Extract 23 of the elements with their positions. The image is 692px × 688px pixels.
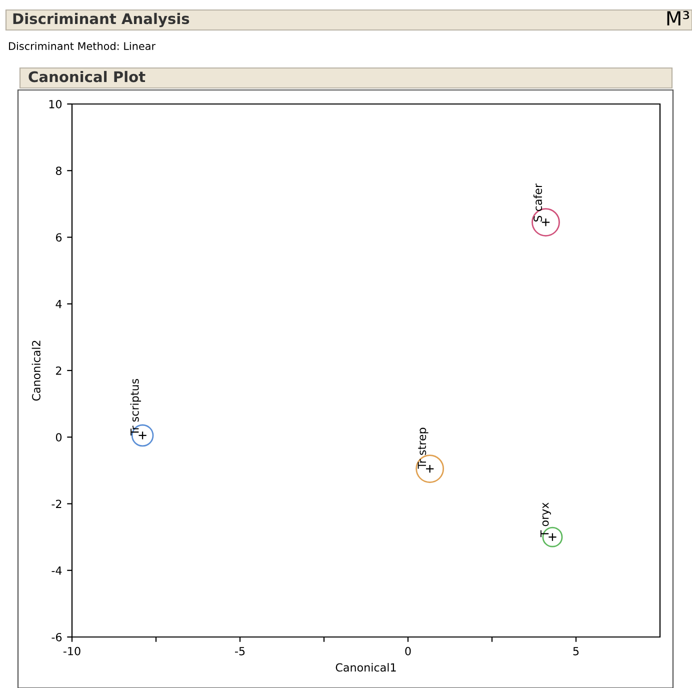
text: Tr scriptus [130,378,141,436]
y-tick-label: 0 [56,433,62,442]
text: Tr strep [418,428,428,469]
chart-subtitle: Discriminant Method: Linear [9,42,156,50]
y-tick-label: 6 [56,233,62,242]
y-tick-label: -6 [52,632,62,642]
y-tick-label: 8 [56,166,62,176]
x-tick-label: -10 [63,646,80,656]
y-tick-label: 10 [49,100,62,108]
x-axis-title: Canonical1 [336,663,396,672]
text: M³ [667,10,690,26]
text: T oryx [540,502,551,538]
text: S cafer [533,183,542,222]
y-tick-label: -4 [52,566,62,575]
y-tick-label: 2 [56,366,62,375]
x-tick-label: -5 [235,647,245,656]
y-tick-label: -2 [52,500,62,508]
text: Canonical Plot [28,70,146,82]
y-tick-label: 4 [56,300,62,308]
x-tick-label: 0 [405,646,411,656]
y-axis-title: Canonical2 [32,340,40,401]
chart-title: Discriminant Analysis [13,12,190,28]
x-tick-label: 5 [573,647,579,656]
